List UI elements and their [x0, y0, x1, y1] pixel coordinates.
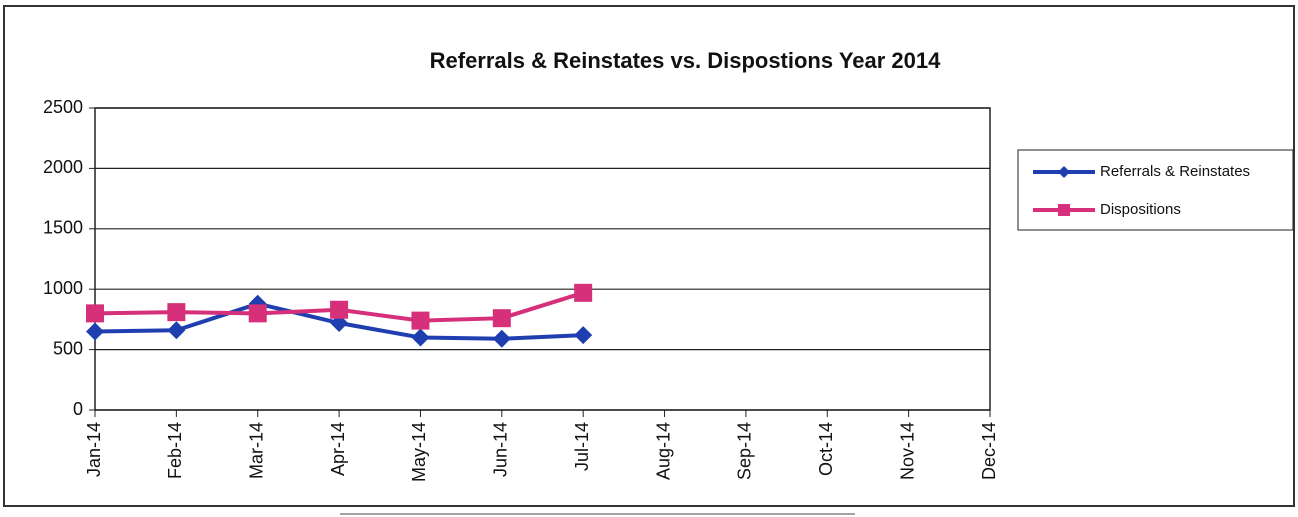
marker	[492, 329, 511, 348]
marker	[330, 300, 349, 319]
x-tick-label: Feb-14	[165, 422, 185, 479]
chart-title: Referrals & Reinstates vs. Dispostions Y…	[430, 48, 942, 73]
y-tick-label: 2500	[43, 97, 83, 117]
x-tick-label: May-14	[409, 422, 429, 482]
legend-label: Referrals & Reinstates	[1100, 163, 1250, 180]
legend-label: Dispositions	[1100, 201, 1181, 218]
marker	[492, 309, 511, 328]
plot-area	[94, 107, 991, 411]
marker	[411, 311, 430, 330]
y-tick-label: 1000	[43, 278, 83, 298]
x-tick-label: Jan-14	[84, 422, 104, 477]
y-tick-label: 500	[53, 338, 83, 358]
frame	[3, 5, 1295, 507]
marker	[574, 283, 593, 302]
marker	[1058, 204, 1070, 216]
x-tick-label: Oct-14	[816, 422, 836, 476]
marker	[248, 304, 267, 323]
x-tick-label: Jul-14	[572, 422, 592, 471]
marker	[411, 328, 430, 347]
marker	[167, 303, 186, 322]
marker	[1058, 166, 1070, 178]
y-tick-label: 2000	[43, 157, 83, 177]
x-tick-label: Jun-14	[491, 422, 511, 477]
x-tick-label: Nov-14	[897, 422, 917, 480]
y-tick-label: 0	[73, 399, 83, 419]
x-tick-label: Sep-14	[735, 422, 755, 480]
marker	[86, 304, 104, 323]
y-tick-label: 1500	[43, 218, 83, 238]
legend	[1017, 149, 1294, 231]
x-tick-label: Mar-14	[246, 422, 266, 479]
x-tick-label: Dec-14	[979, 422, 999, 480]
marker	[167, 321, 186, 340]
marker	[574, 326, 593, 345]
x-tick-label: Apr-14	[328, 422, 348, 476]
marker	[86, 322, 104, 341]
x-tick-label: Aug-14	[653, 422, 673, 480]
